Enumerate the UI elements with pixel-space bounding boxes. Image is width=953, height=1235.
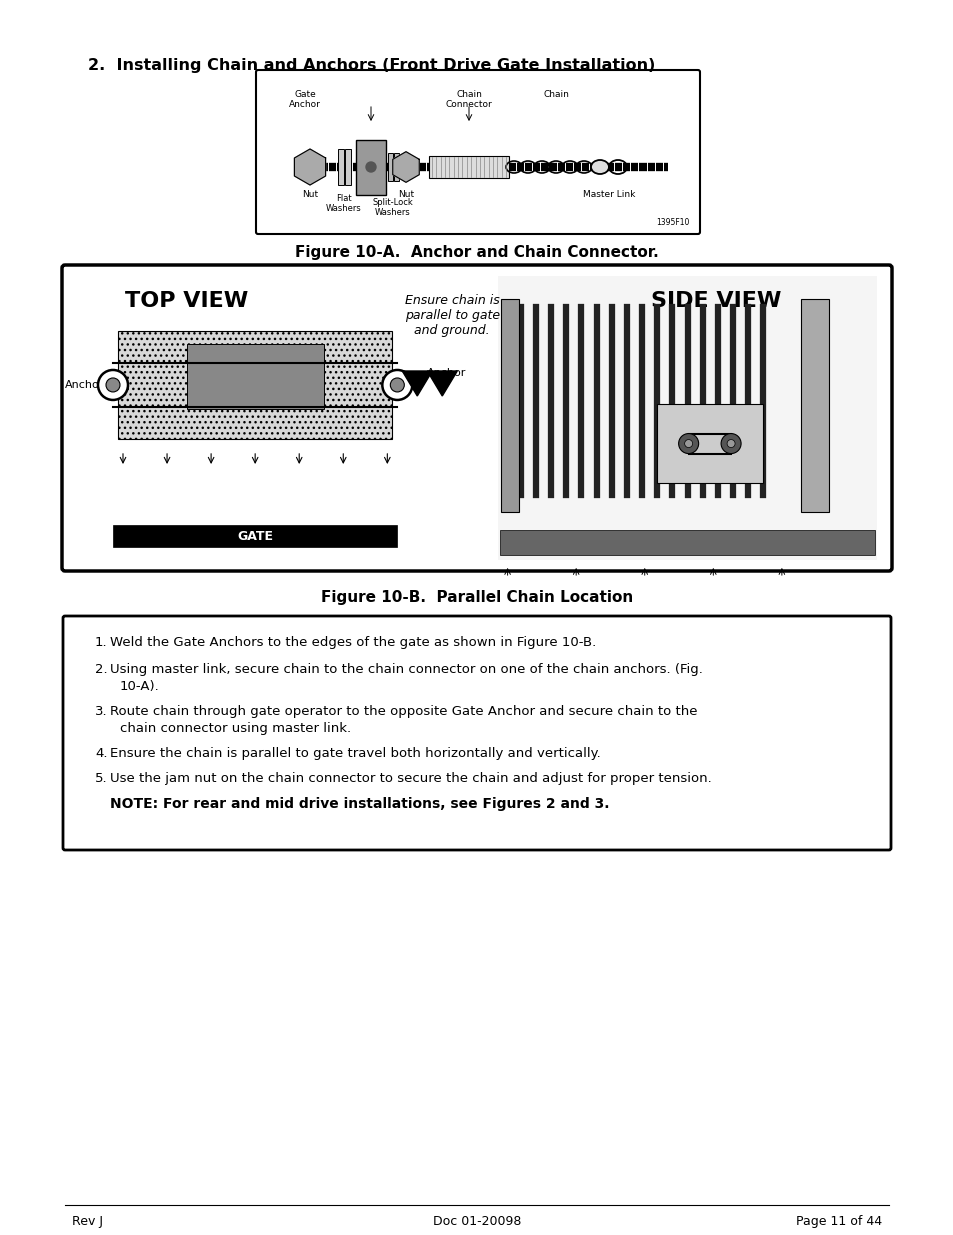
Text: 3.: 3. [95,705,108,718]
FancyBboxPatch shape [255,70,700,233]
Text: 1395F10: 1395F10 [656,219,689,227]
Text: Chain
Connector: Chain Connector [445,90,492,110]
Text: 4.: 4. [95,747,108,760]
Text: Route chain through gate operator to the opposite Gate Anchor and secure chain t: Route chain through gate operator to the… [110,705,697,718]
FancyBboxPatch shape [62,266,891,571]
Text: SIDE VIEW: SIDE VIEW [650,291,781,311]
Ellipse shape [590,161,608,174]
Text: Rev J: Rev J [71,1215,103,1228]
Polygon shape [393,152,418,183]
Text: 10-A).: 10-A). [120,680,159,693]
Bar [623,304,629,498]
Text: Doc 01-20098: Doc 01-20098 [433,1215,520,1228]
Bar [684,304,690,498]
Circle shape [106,378,120,391]
Bar [499,530,874,555]
Circle shape [720,433,740,453]
Bar [187,345,323,409]
Circle shape [366,162,375,172]
Text: 1.: 1. [95,636,108,650]
Circle shape [678,433,698,453]
Circle shape [98,370,128,400]
Bar [502,304,508,498]
Bar [118,331,392,438]
Text: Split-Lock
Washers: Split-Lock Washers [373,198,413,217]
Text: 5.: 5. [95,772,108,785]
Bar [669,304,675,498]
Bar [656,404,762,483]
Text: Page 11 of 44: Page 11 of 44 [795,1215,882,1228]
Circle shape [390,378,404,391]
Bar [548,304,554,498]
Text: Figure 10-B.  Parallel Chain Location: Figure 10-B. Parallel Chain Location [320,590,633,605]
Text: Anchor: Anchor [65,380,105,390]
Bar [497,275,876,559]
Text: Flat
Washers: Flat Washers [326,194,361,214]
Bar [714,304,720,498]
Bar [639,304,644,498]
Text: chain connector using master link.: chain connector using master link. [120,722,351,735]
Bar [112,525,396,547]
Bar [760,304,765,498]
Polygon shape [402,370,432,396]
Bar [388,153,393,182]
Text: Gate
Anchor: Gate Anchor [289,90,320,110]
Bar [699,304,705,498]
FancyBboxPatch shape [63,616,890,850]
Text: TOP VIEW: TOP VIEW [125,291,248,311]
Bar [337,149,344,185]
Text: Chain: Chain [542,90,568,99]
Polygon shape [294,149,325,185]
Text: Use the jam nut on the chain connector to secure the chain and adjust for proper: Use the jam nut on the chain connector t… [110,772,711,785]
Bar [429,156,509,178]
Text: NOTE: For rear and mid drive installations, see Figures 2 and 3.: NOTE: For rear and mid drive installatio… [110,797,609,811]
Bar [533,304,538,498]
Text: Figure 10-A.  Anchor and Chain Connector.: Figure 10-A. Anchor and Chain Connector. [294,245,659,261]
Bar [500,299,518,511]
Bar [578,304,584,498]
Bar [345,149,351,185]
Text: Ensure the chain is parallel to gate travel both horizontally and vertically.: Ensure the chain is parallel to gate tra… [110,747,600,760]
Circle shape [382,370,412,400]
Text: Nut: Nut [301,190,317,199]
Text: 2.  Installing Chain and Anchors (Front Drive Gate Installation): 2. Installing Chain and Anchors (Front D… [88,58,655,73]
Bar [562,304,569,498]
Bar [729,304,736,498]
Text: Nut: Nut [397,190,414,199]
Bar [744,304,750,498]
Polygon shape [427,370,456,396]
Text: Master Link: Master Link [582,190,635,199]
Text: Ensure chain is
parallel to gate
and ground.: Ensure chain is parallel to gate and gro… [404,294,499,337]
Text: Weld the Gate Anchors to the edges of the gate as shown in Figure 10-B.: Weld the Gate Anchors to the edges of th… [110,636,596,650]
Circle shape [726,440,735,447]
Text: 2.: 2. [95,663,108,676]
Text: Anchor: Anchor [427,368,466,378]
Bar [517,304,523,498]
Bar [654,304,659,498]
Bar [608,304,614,498]
Text: Using master link, secure chain to the chain connector on one of the chain ancho: Using master link, secure chain to the c… [110,663,702,676]
Bar [593,304,598,498]
Bar [394,153,398,182]
Circle shape [684,440,692,447]
Bar [800,299,828,511]
Text: GATE: GATE [237,530,273,542]
Bar [355,140,386,194]
